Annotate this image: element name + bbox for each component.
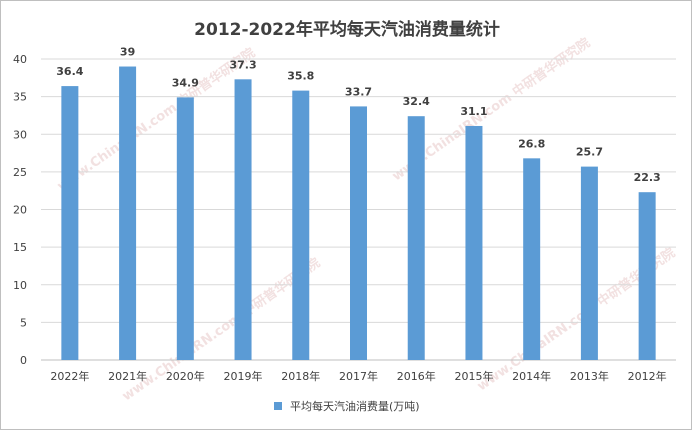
x-category-label: 2012年 (628, 369, 667, 383)
bar-2016年 (407, 116, 425, 360)
legend-swatch (274, 402, 283, 410)
bar-2013年 (580, 166, 598, 360)
x-category-label: 2021年 (108, 369, 147, 383)
data-label: 37.3 (229, 58, 256, 71)
bar-2022年 (61, 86, 79, 360)
y-tick-label: 30 (13, 128, 27, 141)
y-tick-label: 5 (20, 316, 27, 329)
data-label: 34.9 (172, 76, 199, 89)
x-axis-categories: 2022年 2021年 2020年 2019年 2018年 2017年 2016年 2015年… (50, 369, 666, 383)
y-tick-label: 20 (13, 204, 27, 217)
x-category-label: 2019年 (224, 369, 263, 383)
bar-2020年 (176, 97, 194, 360)
y-tick-label: 25 (13, 166, 27, 179)
bar-2021年 (119, 66, 137, 361)
bar-2019年 (234, 79, 252, 360)
x-category-label: 2013年 (570, 369, 609, 383)
data-labels: 36.4 39 34.9 37.3 35.8 33.7 32.4 31.1 26.8 25.7 22… (56, 46, 660, 185)
x-category-label: 2018年 (281, 369, 320, 383)
data-label: 25.7 (576, 146, 603, 159)
x-category-label: 2016年 (397, 369, 436, 383)
y-tick-label: 10 (13, 279, 27, 292)
bar-2014年 (523, 158, 541, 360)
data-label: 22.3 (634, 171, 661, 184)
data-label: 39 (120, 46, 135, 59)
x-category-label: 2014年 (512, 369, 551, 383)
x-category-label: 2017年 (339, 369, 378, 383)
x-category-label: 2015年 (454, 369, 493, 383)
data-label: 32.4 (403, 95, 430, 108)
y-tick-label: 15 (13, 241, 27, 254)
y-tick-label: 0 (20, 354, 27, 367)
bar-2015年 (465, 125, 483, 360)
data-label: 33.7 (345, 85, 372, 98)
x-category-label: 2020年 (166, 369, 205, 383)
legend: 平均每天汽油消费量(万吨) (1, 398, 692, 414)
bar-2017年 (350, 106, 367, 360)
data-label: 35.8 (287, 70, 314, 83)
y-tick-label: 35 (13, 91, 27, 104)
data-label: 31.1 (460, 105, 487, 118)
data-label: 26.8 (518, 137, 545, 150)
bar-2018年 (292, 90, 310, 360)
y-axis-ticks: 0 5 10 15 20 25 30 35 40 (13, 53, 27, 367)
bar-2012年 (638, 192, 656, 360)
bars (61, 66, 656, 361)
data-label: 36.4 (56, 65, 83, 78)
legend-label: 平均每天汽油消费量(万吨) (289, 400, 420, 413)
x-category-label: 2022年 (50, 369, 89, 383)
y-tick-label: 40 (13, 53, 27, 66)
chart-title: 2012-2022年平均每天汽油消费量统计 (194, 20, 500, 40)
